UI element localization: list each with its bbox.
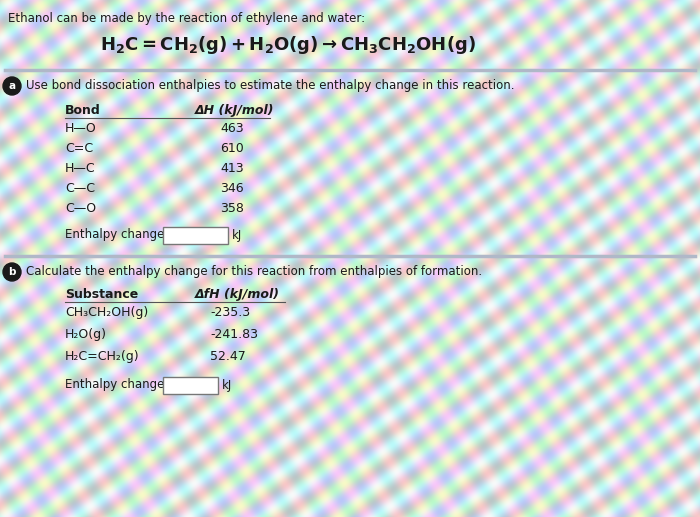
- Text: 413: 413: [220, 162, 244, 175]
- Text: C—O: C—O: [65, 202, 96, 215]
- Text: 610: 610: [220, 142, 244, 155]
- Text: H₂O(g): H₂O(g): [65, 328, 107, 341]
- FancyBboxPatch shape: [163, 227, 228, 244]
- Text: H—C: H—C: [65, 162, 96, 175]
- Text: 346: 346: [220, 182, 244, 195]
- Circle shape: [3, 263, 21, 281]
- Text: Calculate the enthalpy change for this reaction from enthalpies of formation.: Calculate the enthalpy change for this r…: [26, 266, 482, 279]
- Text: kJ: kJ: [232, 229, 242, 241]
- Text: H—O: H—O: [65, 122, 97, 135]
- Text: ΔH (kJ/mol): ΔH (kJ/mol): [195, 104, 274, 117]
- Text: $\mathbf{H_2C{=}CH_2(g) + H_2O(g) \rightarrow CH_3CH_2OH(g)}$: $\mathbf{H_2C{=}CH_2(g) + H_2O(g) \right…: [100, 34, 476, 56]
- Text: 358: 358: [220, 202, 244, 215]
- Text: 463: 463: [220, 122, 244, 135]
- Text: -241.83: -241.83: [210, 328, 258, 341]
- Text: Enthalpy change =: Enthalpy change =: [65, 228, 178, 241]
- Text: kJ: kJ: [222, 378, 232, 391]
- Text: Enthalpy change =: Enthalpy change =: [65, 378, 178, 391]
- FancyBboxPatch shape: [163, 377, 218, 394]
- Text: -235.3: -235.3: [210, 306, 250, 319]
- Circle shape: [3, 77, 21, 95]
- Text: C=C: C=C: [65, 142, 93, 155]
- Text: Use bond dissociation enthalpies to estimate the enthalpy change in this reactio: Use bond dissociation enthalpies to esti…: [26, 80, 514, 93]
- Text: Substance: Substance: [65, 288, 139, 301]
- Text: a: a: [8, 81, 15, 91]
- Text: Ethanol can be made by the reaction of ethylene and water:: Ethanol can be made by the reaction of e…: [8, 12, 365, 25]
- Text: Bond: Bond: [65, 104, 101, 117]
- Text: C—C: C—C: [65, 182, 95, 195]
- Text: ΔfH (kJ/mol): ΔfH (kJ/mol): [195, 288, 280, 301]
- Text: H₂C=CH₂(g): H₂C=CH₂(g): [65, 350, 139, 363]
- Text: CH₃CH₂OH(g): CH₃CH₂OH(g): [65, 306, 148, 319]
- Text: 52.47: 52.47: [210, 350, 246, 363]
- Text: b: b: [8, 267, 15, 277]
